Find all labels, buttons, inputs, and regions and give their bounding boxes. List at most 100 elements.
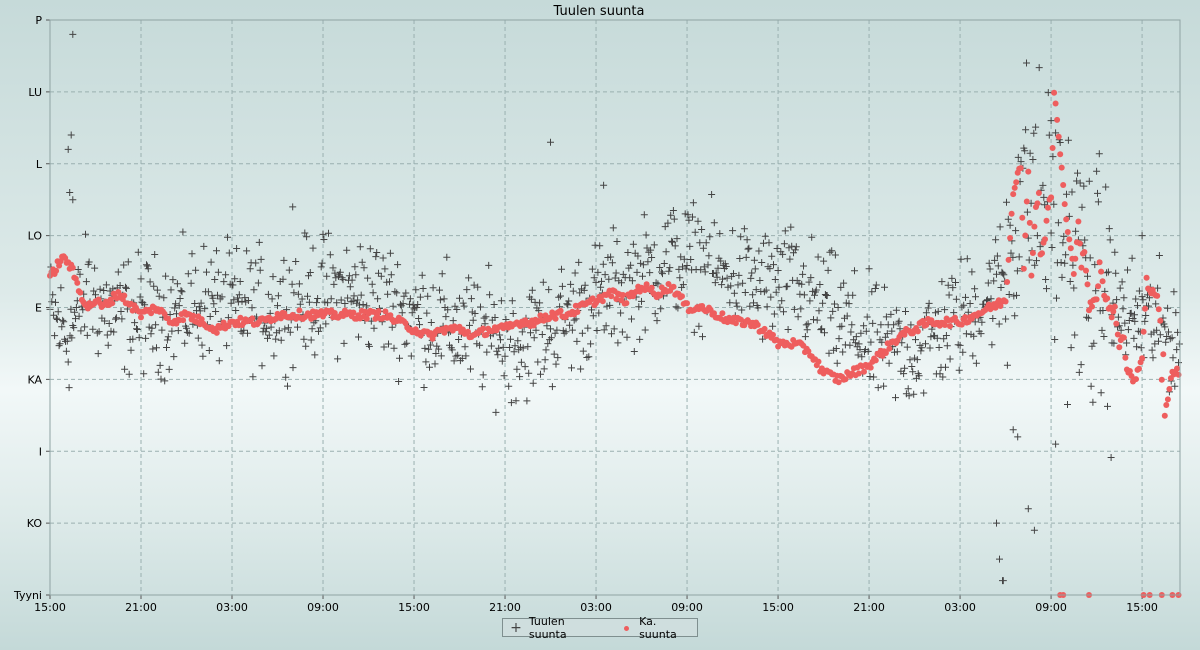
avg-dot	[277, 315, 284, 322]
avg-dot	[1061, 201, 1068, 208]
avg-dot	[1010, 191, 1017, 198]
avg-dot	[1042, 236, 1048, 243]
avg-dot	[1005, 256, 1012, 263]
avg-dot	[1045, 204, 1051, 211]
legend-item-ka-suunta: Ka. suunta	[619, 615, 697, 641]
x-axis: 15:00 21:00 03:00 09:00 15:00 21:00 03:00 09:00…	[34, 595, 1158, 614]
avg-dot	[835, 379, 842, 386]
avg-dot	[1089, 303, 1095, 310]
avg-dot	[1007, 235, 1014, 241]
avg-dot	[1035, 190, 1042, 196]
avg-dot	[842, 376, 849, 383]
avg-dot	[1054, 116, 1061, 123]
avg-dot	[1048, 194, 1055, 201]
avg-dot	[1154, 292, 1161, 299]
legend-item-tuulen-suunta: + Tuulen suunta	[509, 615, 605, 641]
avg-dot	[1099, 278, 1106, 285]
avg-dot	[1029, 250, 1036, 256]
y-axis: P LU L LO E KA I KO Tyyni	[13, 14, 50, 602]
avg-dot	[719, 310, 726, 317]
x-tick-label: 09:00	[1035, 601, 1067, 614]
legend-label-1: Tuulen suunta	[528, 614, 567, 641]
avg-dot	[382, 308, 389, 315]
chart-title: Tuulen suunta	[553, 4, 645, 19]
avg-dot	[855, 370, 862, 377]
chart-legend: + Tuulen suunta Ka. suunta	[502, 615, 698, 641]
avg-dot	[1136, 365, 1142, 372]
avg-dot	[1160, 351, 1167, 358]
avg-dot	[1157, 317, 1164, 324]
x-tick-label: 21:00	[853, 601, 885, 614]
dot-marker-icon	[619, 621, 633, 634]
avg-dot	[861, 368, 867, 375]
avg-dot	[1057, 151, 1064, 158]
y-tick-label: L	[36, 158, 43, 171]
avg-dot	[867, 364, 874, 371]
avg-dot	[1031, 223, 1038, 230]
avg-dot	[620, 292, 626, 298]
avg-dot	[249, 315, 256, 322]
avg-dot	[947, 323, 953, 330]
y-tick-label: P	[35, 14, 42, 27]
avg-dot	[589, 295, 596, 302]
avg-dot	[1028, 272, 1035, 279]
avg-dot	[69, 264, 76, 271]
avg-dot	[375, 308, 382, 315]
avg-dot	[754, 321, 761, 328]
y-tick-label: LO	[28, 230, 43, 243]
avg-dot	[684, 300, 690, 307]
avg-dot	[992, 304, 999, 311]
avg-dot	[552, 315, 559, 322]
avg-dot	[57, 258, 64, 265]
avg-dot	[480, 325, 487, 332]
avg-dot	[1126, 368, 1133, 374]
avg-dot	[1163, 402, 1170, 408]
avg-dot	[1114, 331, 1121, 338]
avg-dot	[599, 298, 606, 305]
avg-dot	[608, 293, 615, 300]
plus-marker-icon: +	[510, 619, 522, 636]
avg-dot	[648, 284, 655, 291]
avg-dot	[1083, 267, 1089, 274]
avg-dot	[1023, 198, 1030, 205]
y-tick-label: E	[35, 302, 42, 315]
avg-dot	[770, 331, 776, 338]
avg-dot	[958, 321, 965, 328]
avg-dot	[1175, 371, 1182, 378]
avg-dot	[1158, 376, 1165, 383]
y-tick-label: KO	[27, 517, 43, 530]
avg-dot	[805, 348, 812, 355]
avg-dot	[1013, 179, 1020, 186]
avg-dot	[1076, 240, 1083, 247]
avg-dot	[886, 345, 893, 352]
avg-dot	[1110, 308, 1117, 315]
avg-dot	[180, 317, 187, 324]
avg-dot	[1060, 182, 1067, 188]
avg-dot	[872, 357, 879, 364]
avg-dot	[962, 314, 969, 320]
avg-dot	[1020, 265, 1027, 272]
avg-dot	[623, 300, 630, 307]
avg-dot	[350, 309, 357, 316]
avg-dot	[1111, 303, 1118, 310]
avg-dot	[643, 281, 650, 288]
avg-dot	[465, 328, 471, 335]
avg-dot	[732, 320, 739, 327]
x-tick-label: 15:00	[1126, 601, 1158, 614]
avg-dot	[62, 255, 69, 261]
x-tick-label: 03:00	[944, 601, 976, 614]
avg-dot	[1155, 306, 1162, 313]
x-tick-label: 15:00	[398, 601, 430, 614]
avg-dot	[77, 289, 84, 296]
avg-dot	[1022, 232, 1029, 239]
avg-dot	[1026, 219, 1033, 226]
avg-dot	[1025, 168, 1032, 175]
avg-dot	[1058, 164, 1065, 171]
y-tick-label: I	[39, 445, 42, 458]
y-tick-label: Tyyni	[13, 589, 42, 602]
avg-dot	[296, 307, 303, 314]
avg-dot	[557, 307, 564, 314]
avg-dot	[670, 283, 677, 290]
avg-dot	[109, 300, 116, 307]
plot-grid	[50, 20, 1180, 595]
